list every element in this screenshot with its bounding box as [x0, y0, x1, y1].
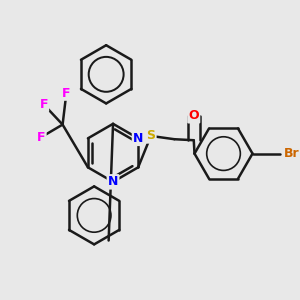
Text: O: O: [188, 109, 199, 122]
Text: N: N: [108, 175, 118, 188]
Text: F: F: [39, 98, 48, 111]
Text: F: F: [62, 87, 70, 100]
Text: Br: Br: [284, 147, 299, 160]
Text: N: N: [133, 132, 143, 145]
Text: F: F: [37, 131, 45, 144]
Text: S: S: [146, 129, 155, 142]
